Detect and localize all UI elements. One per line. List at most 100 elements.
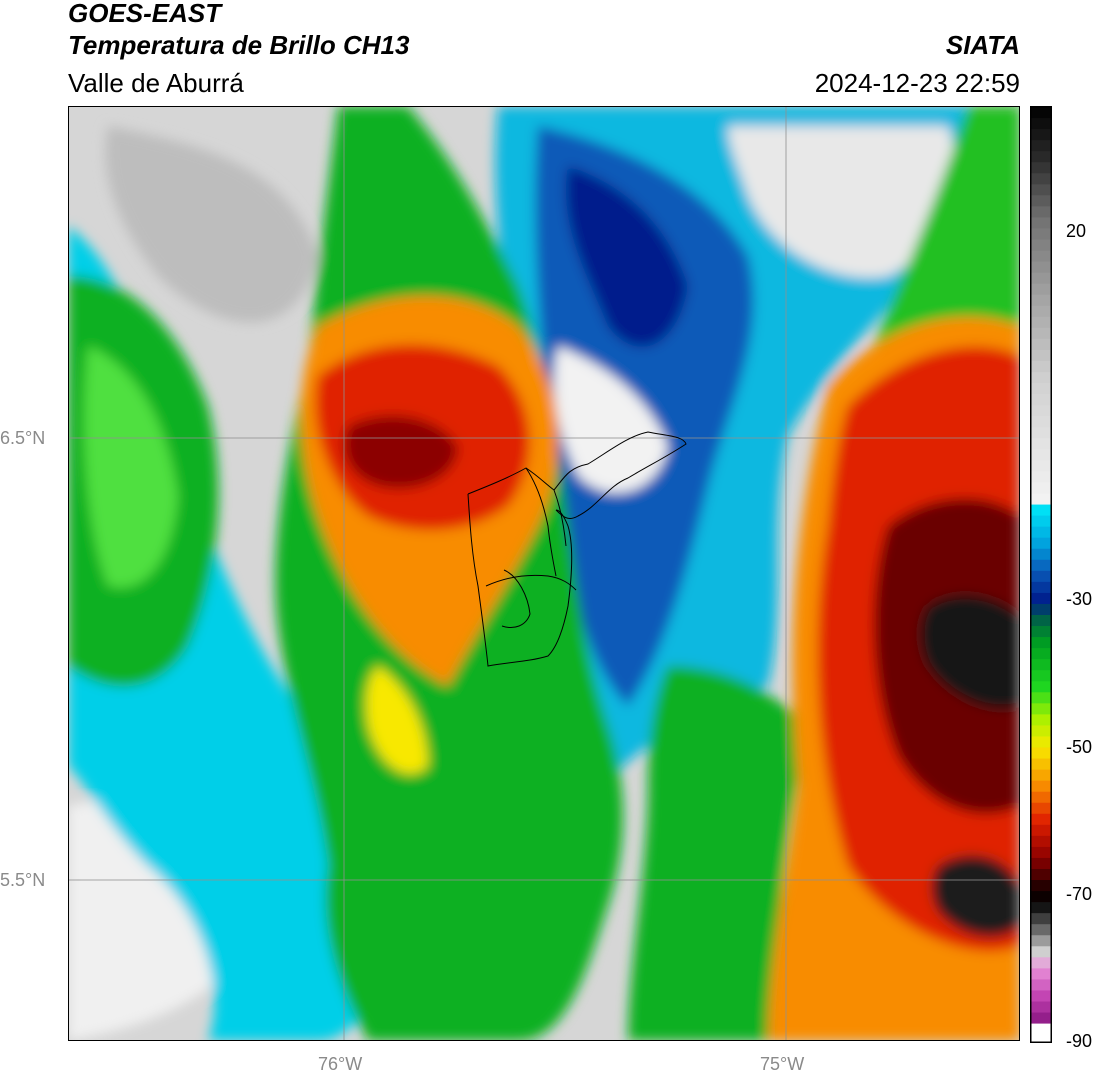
agency-label: SIATA — [945, 30, 1020, 60]
colorbar-segment — [1031, 758, 1051, 771]
colorbar-segment — [1031, 681, 1051, 693]
colorbar-segment — [1031, 294, 1051, 307]
colorbar-segment — [1031, 946, 1051, 958]
colorbar-segment — [1031, 272, 1051, 285]
colorbar-segment — [1031, 515, 1051, 528]
colorbar-tick-label: -30 — [1066, 589, 1093, 610]
colorbar-segment — [1031, 349, 1051, 362]
colorbar-segment — [1031, 791, 1051, 804]
colorbar-segment — [1031, 250, 1051, 263]
brightness-temperature-map — [68, 106, 1020, 1041]
colorbar-tick-label: -90 — [1066, 1031, 1093, 1051]
colorbar-segment — [1031, 383, 1051, 395]
colorbar-segment — [1031, 780, 1051, 793]
colorbar-segment — [1031, 173, 1051, 185]
colorbar-segment — [1031, 802, 1051, 815]
colorbar-segment — [1031, 1034, 1051, 1043]
region-label: Valle de Aburrá — [68, 68, 244, 98]
colorbar-segment — [1031, 1012, 1051, 1025]
colorbar-segment — [1031, 338, 1051, 351]
colorbar-segment — [1031, 107, 1051, 119]
colorbar-segment — [1031, 305, 1051, 318]
colorbar-segment — [1031, 736, 1051, 749]
lon-tick-label: 76°W — [318, 1054, 363, 1074]
colorbar-segment — [1031, 891, 1051, 903]
colorbar-segment — [1031, 261, 1051, 274]
colorbar-segment — [1031, 880, 1051, 892]
colorbar-segment — [1031, 559, 1051, 572]
colorbar-tick-label: -50 — [1066, 736, 1093, 757]
colorbar-segment — [1031, 637, 1051, 649]
colorbar-segment — [1031, 327, 1051, 340]
colorbar-segment — [1031, 416, 1051, 428]
colorbar-segment — [1031, 405, 1051, 417]
colorbar-segment — [1031, 526, 1051, 539]
yellow-edge-center — [366, 666, 428, 774]
colorbar-segment — [1031, 570, 1051, 583]
colorbar-segment — [1031, 537, 1051, 550]
colorbar-segment — [1031, 394, 1051, 406]
colorbar-segment — [1031, 924, 1051, 936]
colorbar-border — [1030, 106, 1052, 1043]
colorbar-segment — [1031, 968, 1051, 981]
white-patch-center — [554, 346, 668, 493]
colorbar-segment — [1031, 239, 1051, 252]
colorbar-segment — [1031, 935, 1051, 947]
colorbar-segment — [1031, 592, 1051, 605]
colorbar-segment — [1031, 504, 1051, 517]
colorbar-segment — [1031, 184, 1051, 196]
colorbar-segment — [1031, 482, 1051, 495]
colorbar-segment — [1031, 206, 1051, 219]
colorbar-segment — [1031, 493, 1051, 506]
colorbar-segment — [1031, 990, 1051, 1003]
colorbar-segment — [1031, 725, 1051, 738]
colorbar-segment — [1031, 471, 1051, 484]
colorbar-segment — [1031, 813, 1051, 826]
colorbar-segment — [1031, 692, 1051, 704]
colorbar-segment — [1031, 769, 1051, 782]
colorbar-segment — [1031, 372, 1051, 384]
colorbar-segment — [1031, 957, 1051, 969]
colorbar-segment — [1031, 714, 1051, 727]
colorbar-segment — [1031, 151, 1051, 163]
warm-area-upper-left — [105, 126, 318, 323]
colorbar-segment — [1031, 129, 1051, 141]
colorbar-segment — [1031, 824, 1051, 837]
black-core-right — [920, 595, 1020, 709]
lat-tick-label: 6.5°N — [0, 428, 46, 448]
colorbar-segment — [1031, 228, 1051, 241]
colorbar-segment — [1031, 902, 1051, 914]
colorbar-segment — [1031, 835, 1051, 848]
green-band-lower-right — [628, 666, 808, 1041]
colorbar-segment — [1031, 703, 1051, 715]
navy-zone-center — [566, 166, 688, 347]
colorbar-segment — [1031, 283, 1051, 296]
colorbar-tick-label: 20 — [1066, 221, 1087, 242]
colorbar-segment — [1031, 868, 1051, 881]
colorbar-segment — [1031, 548, 1051, 561]
colorbar-segment — [1031, 195, 1051, 207]
colorbar-segment — [1031, 648, 1051, 660]
product-title: Temperatura de Brillo CH13 — [68, 30, 410, 60]
colorbar-segment — [1031, 603, 1051, 616]
lat-tick-label: 5.5°N — [0, 870, 46, 890]
dark-red-core-center — [344, 415, 458, 489]
colorbar-segment — [1031, 316, 1051, 329]
white-patch-right — [728, 126, 956, 278]
temperature-colorbar — [1030, 106, 1052, 1043]
colorbar-segment — [1031, 747, 1051, 760]
colorbar-segment — [1031, 1001, 1051, 1014]
bright-green-left — [84, 346, 178, 588]
colorbar-segment — [1031, 449, 1051, 461]
colorbar-segment — [1031, 162, 1051, 174]
colorbar-segment — [1031, 217, 1051, 230]
colorbar-segment — [1031, 979, 1051, 992]
valley-boundaries — [467, 431, 687, 667]
colorbar-segment — [1031, 460, 1051, 473]
colorbar-tick-label: -70 — [1066, 883, 1093, 904]
satellite-title: GOES-EAST — [68, 0, 222, 28]
colorbar-segment — [1031, 626, 1051, 638]
colorbar-segment — [1031, 427, 1051, 439]
black-cell-lower-right — [932, 855, 1020, 937]
colorbar-segment — [1031, 361, 1051, 373]
